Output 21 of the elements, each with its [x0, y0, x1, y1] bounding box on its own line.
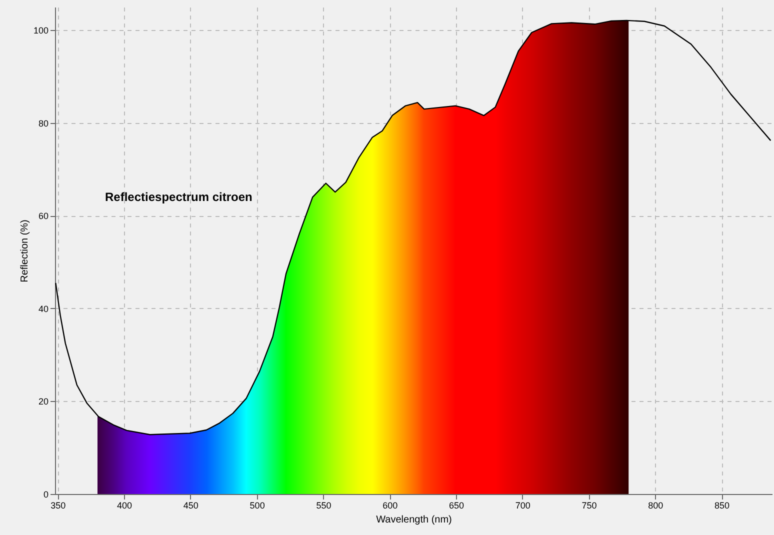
y-tick-label: 20: [38, 396, 48, 407]
x-tick-label: 750: [582, 500, 597, 510]
y-tick-label: 80: [38, 118, 48, 128]
line-series: [55, 20, 772, 436]
x-tick-label: 550: [316, 500, 332, 510]
x-tick-label: 700: [515, 500, 530, 510]
y-tick-label: 100: [33, 26, 48, 36]
y-tick-label: 60: [38, 211, 48, 222]
x-tick-label: 450: [183, 500, 198, 510]
x-tick-label: 650: [448, 500, 464, 510]
x-tick-label: 800: [648, 500, 664, 510]
annotation: Reflectiespectrum citroen: [105, 190, 252, 204]
y-tick-label: 0: [43, 490, 48, 500]
x-axis-title: Wavelength (nm): [376, 514, 452, 526]
x-tick-label: 350: [50, 500, 66, 510]
x-tick-label: 850: [714, 500, 730, 510]
y-axis-title: Reflection (%): [19, 220, 30, 282]
y-tick-label: 40: [38, 304, 48, 314]
x-tick-label: 600: [382, 500, 398, 510]
x-tick-label: 400: [117, 500, 132, 510]
x-tick-label: 500: [250, 500, 265, 510]
